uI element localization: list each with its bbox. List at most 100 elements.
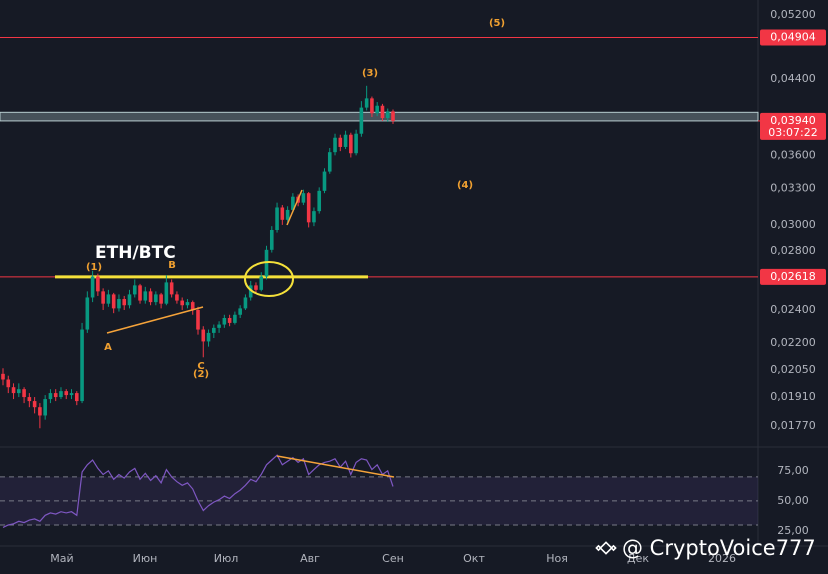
- candle-body: [354, 133, 358, 154]
- wave-label: (2): [193, 369, 209, 380]
- candle-body: [291, 196, 295, 210]
- candle-body: [85, 297, 90, 330]
- watermark-icon: [595, 541, 617, 555]
- candle-body: [159, 294, 163, 304]
- candle-body: [333, 137, 337, 153]
- trend-line: [106, 306, 204, 334]
- wave-label: (3): [362, 68, 378, 79]
- candle-body: [43, 399, 47, 416]
- y-tick-label: 0,03600: [770, 148, 816, 161]
- candle-body: [317, 190, 322, 212]
- candle-body: [164, 282, 169, 304]
- price-tag-label: 0,04904: [770, 30, 816, 43]
- wave-label: (4): [457, 180, 473, 191]
- candle-body: [59, 391, 63, 398]
- rsi-line: [2, 454, 394, 528]
- candle-body: [175, 294, 179, 301]
- highlight-circle: [244, 261, 294, 297]
- candle-body: [217, 324, 221, 328]
- candle-body: [343, 134, 348, 147]
- candle-body: [1, 373, 5, 380]
- candle-body: [190, 302, 195, 310]
- x-tick-label: Май: [50, 552, 73, 565]
- candle-body: [259, 276, 264, 290]
- candle-body: [238, 308, 242, 315]
- candle-body: [111, 294, 116, 309]
- candle-body: [301, 193, 306, 203]
- x-tick-label: Ноя: [546, 552, 568, 565]
- candle-body: [254, 285, 258, 290]
- candle-body: [96, 276, 100, 292]
- rsi-tick-label: 50,00: [777, 494, 809, 507]
- candle-body: [391, 111, 395, 121]
- candle-body: [138, 285, 142, 301]
- wave-label: (5): [489, 18, 505, 29]
- y-tick-label: 0,02050: [770, 363, 816, 376]
- candle-body: [117, 299, 121, 309]
- candle-body: [385, 111, 390, 119]
- y-tick-label: 0,03300: [770, 182, 816, 195]
- candle-body: [275, 207, 279, 230]
- candle-body: [243, 297, 248, 309]
- candle-body: [312, 211, 316, 223]
- candle-body: [264, 249, 269, 277]
- x-tick-label: Сен: [382, 552, 404, 565]
- x-tick-label: Авг: [300, 552, 320, 565]
- candle-body: [370, 98, 374, 114]
- candle-body: [122, 299, 127, 306]
- candle-body: [327, 152, 332, 172]
- current-price-tag: [760, 112, 826, 140]
- candle-body: [154, 294, 158, 303]
- candle-body: [212, 327, 216, 333]
- price-tag-label: 0,02618: [770, 270, 816, 283]
- candle-body: [285, 209, 290, 220]
- candle-body: [11, 387, 16, 394]
- candle-body: [169, 282, 174, 295]
- wave-label: A: [104, 342, 112, 353]
- candle-body: [32, 401, 37, 408]
- watermark-text: @ CryptoVoice777: [622, 536, 816, 560]
- wave-label: C: [197, 361, 204, 372]
- candle-body: [338, 137, 343, 147]
- candle-body: [38, 407, 42, 416]
- candle-body: [106, 294, 111, 304]
- y-tick-label: 0,02200: [770, 336, 816, 349]
- y-tick-label: 0,01770: [770, 419, 816, 432]
- candle-body: [6, 379, 11, 388]
- current-price-label: 0,03940: [770, 114, 816, 127]
- x-tick-label: Дек: [627, 552, 649, 565]
- candle-body: [196, 309, 200, 330]
- trend-line: [286, 189, 303, 226]
- wave-label: B: [168, 260, 176, 271]
- plot-area: 0,05200 0,04400 0,03600 0,03300 0,03000 0,028…: [0, 8, 826, 537]
- candle-body: [349, 134, 353, 154]
- candle-body: [180, 300, 184, 306]
- candle-body: [222, 318, 227, 325]
- candle-body: [364, 98, 369, 108]
- x-tick-label: 2026: [708, 552, 736, 565]
- candle-body: [148, 291, 153, 303]
- price-tag: [760, 268, 826, 285]
- chart-title: ETH/BTC: [95, 243, 176, 263]
- y-tick-label: 0,02400: [770, 303, 816, 316]
- y-tick-label: 0,03000: [770, 218, 816, 231]
- price-tag: [760, 29, 826, 46]
- candle-body: [227, 318, 232, 323]
- rsi-tick-label: 75,00: [777, 464, 809, 477]
- candle-body: [90, 276, 95, 298]
- rsi-tick-label: 25,00: [777, 524, 809, 537]
- candle-body: [359, 107, 364, 134]
- candle-body: [74, 393, 79, 402]
- candle-body: [280, 207, 285, 220]
- divergence-line: [276, 455, 395, 478]
- candle-body: [101, 291, 105, 304]
- price-zone: [0, 111, 759, 122]
- candle-body: [380, 105, 385, 119]
- candle-body: [322, 171, 327, 191]
- candle-body: [127, 294, 132, 306]
- candle-body: [269, 229, 274, 250]
- wave-label: (1): [86, 262, 102, 273]
- candle-body: [248, 285, 253, 298]
